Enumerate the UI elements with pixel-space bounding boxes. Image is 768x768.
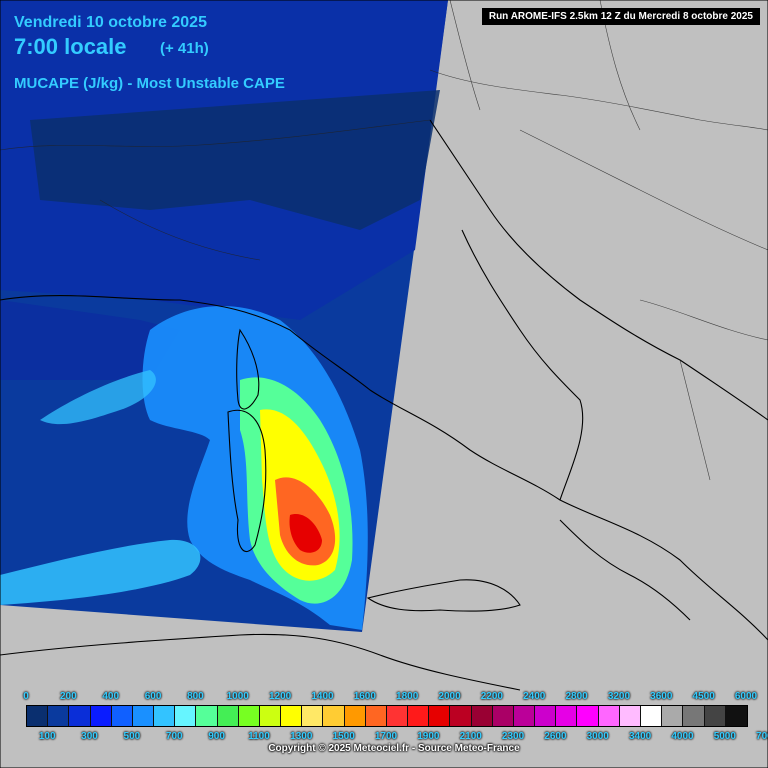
legend-top-label: 2400	[523, 691, 546, 702]
legend-bottom-label: 3400	[628, 731, 652, 742]
legend-swatch	[408, 706, 430, 726]
legend-swatch	[704, 706, 726, 726]
legend-top-label: 2000	[438, 691, 461, 702]
legend-swatch	[556, 706, 578, 726]
legend-bottom-label: 1900	[417, 731, 440, 742]
legend-bottom-label: 1300	[290, 731, 313, 742]
legend-top-label: 6000	[734, 691, 758, 702]
legend-bottom-label: 7000	[756, 731, 768, 742]
legend-swatch	[27, 706, 49, 726]
legend-top-label: 600	[144, 691, 162, 702]
legend-swatch	[48, 706, 70, 726]
legend-bottom-label: 1100	[248, 731, 270, 742]
legend-swatch	[535, 706, 557, 726]
very-low-cape-band	[0, 300, 180, 380]
legend-bottom-label: 900	[208, 731, 225, 742]
legend-bottom-label: 1500	[332, 731, 355, 742]
legend-bottom-label: 5000	[713, 731, 736, 742]
legend-swatch	[175, 706, 197, 726]
legend-top-label: 1800	[396, 691, 419, 702]
legend-top-label: 3200	[607, 691, 631, 702]
copyright-notice: Copyright © 2025 Meteociel.fr - Source M…	[268, 743, 520, 754]
cape-plume-max	[289, 514, 322, 553]
legend-swatch	[492, 706, 514, 726]
legend-swatch	[69, 706, 91, 726]
forecast-date: Vendredi 10 octobre 2025	[14, 14, 207, 31]
legend-swatch	[154, 706, 176, 726]
legend-top-label: 800	[187, 691, 204, 702]
legend-top-label: 1200	[268, 691, 292, 702]
coastlines	[0, 119, 768, 691]
legend-swatch	[598, 706, 620, 726]
legend-bottom-label: 4000	[671, 731, 694, 742]
legend-bottom-label: 300	[81, 731, 98, 742]
legend-top-label: 2200	[480, 691, 503, 702]
legend-bottom-label: 700	[165, 731, 183, 742]
legend-top-label: 400	[102, 691, 120, 702]
legend-swatch	[429, 706, 451, 726]
legend-top-label: 3600	[650, 691, 673, 702]
legend-swatch	[132, 706, 155, 726]
legend-swatch	[323, 706, 345, 726]
legend-swatch	[386, 706, 409, 726]
legend-swatch	[281, 706, 303, 726]
legend-swatch	[90, 706, 112, 726]
legend-swatch	[217, 706, 239, 726]
legend-bottom-label: 2600	[544, 731, 567, 742]
southern-cape-band	[0, 539, 201, 605]
legend-bottom-label: 2100	[459, 731, 482, 742]
legend-swatch	[640, 706, 663, 726]
legend-swatch	[471, 706, 493, 726]
legend-swatch	[450, 706, 472, 726]
legend-swatch	[111, 706, 133, 726]
legend-swatch	[196, 706, 218, 726]
forecast-lead-time: (+ 41h)	[160, 40, 209, 57]
legend-swatch	[344, 706, 366, 726]
legend-swatch	[513, 706, 536, 726]
legend-swatch	[619, 706, 641, 726]
legend-top-label: 0	[23, 691, 29, 702]
legend-top-label: 1000	[226, 691, 249, 702]
western-cape-band	[40, 370, 156, 425]
legend-swatch	[365, 706, 387, 726]
model-run-label: Run AROME-IFS 2.5km 12 Z du Mercredi 8 o…	[481, 8, 760, 25]
legend-swatch	[238, 706, 260, 726]
alps-zero-cape-zone	[30, 90, 440, 230]
legend-swatch	[259, 706, 282, 726]
legend-bottom-label: 100	[38, 731, 56, 742]
legend-swatch	[662, 706, 684, 726]
legend-top-label: 1400	[311, 691, 334, 702]
legend-top-label: 1600	[353, 691, 376, 702]
legend-top-label: 4500	[692, 691, 715, 702]
legend-top-label: 200	[60, 691, 77, 702]
parameter-title: MUCAPE (J/kg) - Most Unstable CAPE	[14, 75, 285, 92]
legend-bottom-label: 500	[123, 731, 141, 742]
legend-bottom-label: 2300	[501, 731, 525, 742]
legend-bottom-label: 1700	[374, 731, 398, 742]
legend-swatch	[683, 706, 705, 726]
legend-swatch	[577, 706, 599, 726]
forecast-time: 7:00 locale	[14, 34, 127, 59]
legend-swatch	[725, 706, 747, 726]
color-legend	[26, 705, 748, 727]
legend-swatch	[302, 706, 324, 726]
legend-top-label: 2800	[565, 691, 588, 702]
legend-bottom-label: 3000	[586, 731, 609, 742]
